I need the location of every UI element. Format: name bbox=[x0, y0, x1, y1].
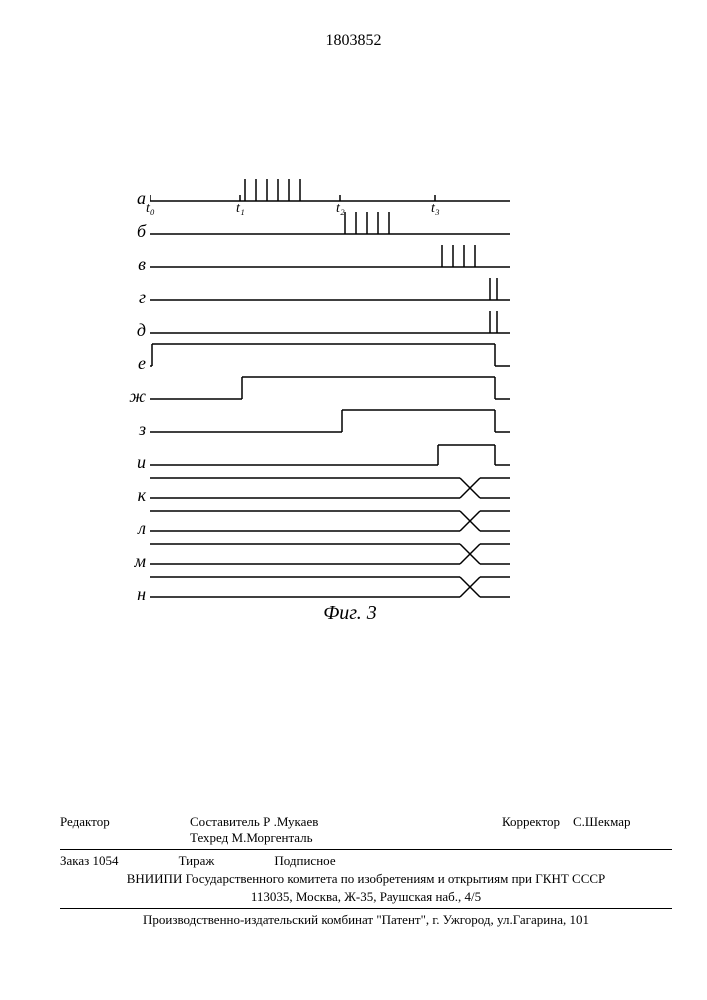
timing-row-м: м bbox=[150, 533, 550, 566]
press-line: Производственно-издательский комбинат "П… bbox=[60, 912, 672, 928]
timing-row-е: е bbox=[150, 335, 550, 368]
timing-row-л: л bbox=[150, 500, 550, 533]
timing-row-и: и bbox=[150, 434, 550, 467]
timing-row-в: в bbox=[150, 236, 550, 269]
footer-rule-1 bbox=[60, 849, 672, 850]
order-number: Заказ 1054 bbox=[60, 853, 119, 869]
row-label: е bbox=[122, 353, 146, 374]
row-svg bbox=[150, 401, 510, 434]
timing-row-д: д bbox=[150, 302, 550, 335]
compiler: Составитель Р .Мукаев bbox=[190, 814, 482, 830]
timing-row-ж: ж bbox=[150, 368, 550, 401]
corrector-name: С.Шекмар bbox=[573, 814, 631, 829]
row-label: з bbox=[122, 419, 146, 440]
org-line-2: 113035, Москва, Ж-35, Раушская наб., 4/5 bbox=[60, 889, 672, 905]
subscription-label: Подписное bbox=[274, 853, 335, 869]
row-label: в bbox=[122, 254, 146, 275]
org-line-1: ВНИИПИ Государственного комитета по изоб… bbox=[60, 871, 672, 887]
patent-page: 1803852 t₀t₁t₂t₃ абвгдежзиклмнФиг. 3 Ред… bbox=[0, 0, 707, 1000]
row-label: м bbox=[122, 551, 146, 572]
circulation-label: Тираж bbox=[179, 853, 215, 869]
timing-row-а: а bbox=[150, 170, 550, 203]
row-label: г bbox=[122, 287, 146, 308]
techred: Техред М.Моргенталь bbox=[190, 830, 482, 846]
document-number: 1803852 bbox=[0, 32, 707, 50]
row-label: д bbox=[122, 320, 146, 341]
row-svg bbox=[150, 269, 510, 302]
row-svg bbox=[150, 302, 510, 335]
timing-row-г: г bbox=[150, 269, 550, 302]
row-label: к bbox=[122, 485, 146, 506]
row-svg bbox=[150, 533, 510, 566]
row-label: и bbox=[122, 452, 146, 473]
row-svg bbox=[150, 335, 510, 368]
row-label: л bbox=[122, 518, 146, 539]
footer-rule-2 bbox=[60, 908, 672, 909]
timing-row-з: з bbox=[150, 401, 550, 434]
row-label: б bbox=[122, 221, 146, 242]
row-label: а bbox=[122, 188, 146, 209]
timing-diagram: t₀t₁t₂t₃ абвгдежзиклмнФиг. 3 bbox=[150, 170, 550, 599]
corrector-label: Корректор bbox=[502, 814, 560, 829]
timing-row-н: н bbox=[150, 566, 550, 599]
timing-row-к: к bbox=[150, 467, 550, 500]
timing-row-б: б bbox=[150, 203, 550, 236]
row-svg bbox=[150, 566, 510, 599]
row-svg bbox=[150, 236, 510, 269]
row-svg bbox=[150, 368, 510, 401]
row-svg bbox=[150, 203, 510, 236]
figure-caption: Фиг. 3 bbox=[150, 602, 550, 625]
row-svg bbox=[150, 500, 510, 533]
row-svg bbox=[150, 467, 510, 500]
editor-label: Редактор bbox=[60, 814, 170, 846]
page-footer: Редактор Составитель Р .Мукаев Техред М.… bbox=[60, 814, 672, 930]
row-svg bbox=[150, 434, 510, 467]
row-label: ж bbox=[122, 386, 146, 407]
row-svg bbox=[150, 170, 510, 203]
row-label: н bbox=[122, 584, 146, 605]
